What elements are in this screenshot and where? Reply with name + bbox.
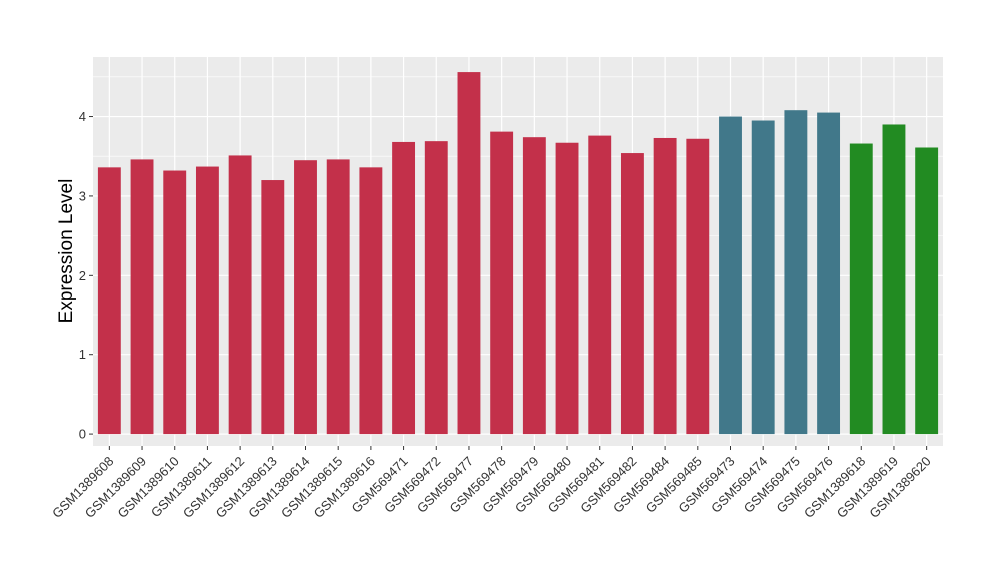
y-tick-label: 4 [79, 109, 86, 124]
bar-GSM1389612 [228, 155, 252, 435]
bar-GSM569476 [817, 112, 841, 435]
bar-GSM569471 [392, 141, 416, 435]
y-tick-label: 0 [79, 427, 86, 442]
plot-panel [93, 57, 943, 446]
bar-GSM569479 [522, 137, 546, 435]
bar-GSM1389619 [882, 124, 906, 435]
bar-GSM569480 [555, 142, 579, 435]
bar-GSM1389620 [915, 147, 939, 435]
bar-GSM1389608 [97, 167, 121, 435]
bar-GSM569473 [719, 116, 742, 435]
bar-GSM1389611 [195, 166, 219, 435]
bar-GSM569482 [620, 153, 644, 435]
bar-GSM569474 [751, 120, 775, 435]
bar-GSM569485 [686, 138, 710, 435]
bar-GSM1389610 [163, 170, 187, 435]
bar-GSM1389613 [261, 180, 285, 435]
bars [97, 72, 939, 435]
bar-GSM569478 [490, 131, 514, 435]
bar-GSM569475 [784, 110, 808, 435]
bar-GSM569481 [588, 135, 612, 435]
bar-GSM1389614 [294, 160, 317, 435]
bar-GSM1389615 [326, 159, 350, 435]
y-tick-label: 2 [79, 268, 86, 283]
bar-GSM569477 [457, 72, 481, 435]
y-axis: 0 1 2 3 4 [79, 109, 93, 442]
x-axis: GSM1389608GSM1389609GSM1389610GSM1389611… [49, 446, 934, 521]
bar-GSM569484 [653, 137, 677, 435]
bar-GSM1389618 [849, 143, 873, 435]
y-tick-label: 3 [79, 188, 86, 203]
bar-GSM1389616 [359, 167, 383, 435]
bar-GSM569472 [424, 141, 448, 435]
y-axis-title: Expression Level [56, 179, 77, 324]
bar-GSM1389609 [130, 159, 154, 435]
y-tick-label: 1 [79, 347, 86, 362]
